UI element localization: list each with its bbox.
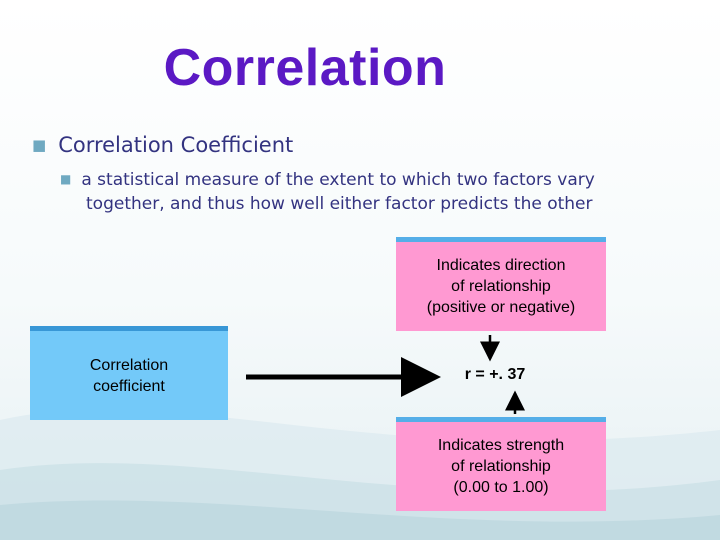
bullet-sub: ■ a statistical measure of the extent to … — [60, 167, 710, 216]
r-value-label: r = +. 37 — [464, 366, 526, 383]
slide-title: Correlation — [163, 39, 447, 97]
bullet-sub-line1: a statistical measure of the extent to w… — [81, 170, 595, 190]
direction-box-text: Indicates direction of relationship (pos… — [426, 257, 576, 316]
coefficient-box-text: Correlation coefficient — [89, 356, 169, 395]
direction-box: Indicates direction of relationship (pos… — [396, 237, 606, 331]
bullet-sub-line2: together, and thus how well either facto… — [86, 194, 593, 214]
bullet-square-icon: ■ — [60, 172, 72, 186]
strength-box: Indicates strength of relationship (0.00… — [396, 417, 606, 511]
bullet-square-icon: ■ — [32, 136, 47, 154]
strength-box-text: Indicates strength of relationship (0.00… — [437, 437, 565, 496]
coefficient-box: Correlation coefficient — [30, 326, 228, 420]
bullet-main-text: Correlation Coefficient — [58, 133, 294, 157]
bullet-main: ■ Correlation Coefficient — [32, 133, 293, 157]
